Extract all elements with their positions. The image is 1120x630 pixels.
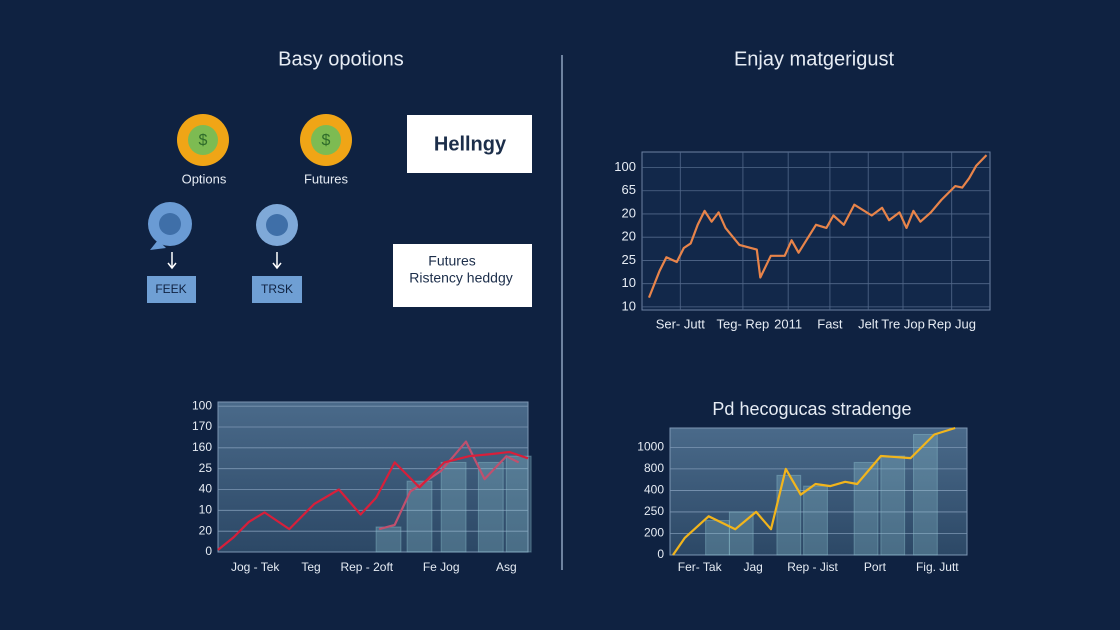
gear-icon	[148, 202, 192, 250]
card	[407, 115, 532, 173]
y-tick-label: 10	[199, 503, 213, 517]
tag-label: FEEK	[155, 282, 186, 296]
card-text: Futures	[428, 253, 475, 269]
card	[393, 244, 532, 307]
icon-label: Futures	[304, 171, 349, 186]
x-tick-label: Ser- Jutt	[656, 316, 706, 331]
chart-title: Pd hecogucas stradenge	[712, 399, 911, 419]
x-tick-label: Rep - Jist	[787, 560, 838, 574]
data-line	[647, 154, 988, 299]
bar	[728, 511, 754, 556]
y-tick-label: 200	[644, 526, 664, 540]
y-tick-label: 100	[192, 398, 212, 412]
y-tick-label: 25	[622, 252, 636, 267]
y-tick-label: 250	[644, 504, 664, 518]
x-tick-label: Fe Jog	[423, 560, 460, 574]
y-tick-label: 10	[622, 298, 636, 313]
y-tick-label: 100	[614, 159, 636, 174]
x-tick-label: Port	[864, 560, 887, 574]
panel-title: Basy opotions	[278, 48, 404, 70]
arrow	[167, 252, 282, 270]
icon-label: Options	[182, 171, 227, 186]
x-tick-label: Rep Jug	[928, 316, 976, 331]
y-tick-label: 0	[657, 547, 664, 561]
bar	[406, 480, 433, 553]
data-line	[672, 426, 956, 556]
x-tick-label: Jog - Tek	[231, 560, 280, 574]
y-tick-label: 10	[622, 275, 636, 290]
bar	[913, 433, 938, 556]
x-tick-label: Fast	[817, 316, 843, 331]
y-tick-label: 20	[199, 523, 213, 537]
svg-text:$: $	[322, 132, 331, 149]
y-tick-label: 25	[199, 461, 213, 475]
x-tick-label: 2011	[774, 316, 802, 331]
y-tick-label: 800	[644, 461, 664, 475]
y-tick-label: 40	[199, 482, 213, 496]
y-tick-label: 1000	[637, 440, 664, 454]
y-tick-label: 20	[622, 205, 636, 220]
x-tick-label: Teg- Rep	[717, 316, 770, 331]
bar	[375, 526, 402, 553]
tag-box	[252, 276, 302, 303]
coin-icon: $	[300, 114, 352, 166]
svg-text:$: $	[199, 132, 208, 149]
x-tick-label: Rep - 2oft	[340, 560, 393, 574]
x-tick-label: Tre Jop	[881, 316, 925, 331]
card-text: Hellngy	[434, 133, 507, 155]
tag-label: TRSK	[261, 282, 293, 296]
x-tick-label: Jelt	[858, 316, 879, 331]
y-tick-label: 65	[622, 182, 636, 197]
y-tick-label: 400	[644, 483, 664, 497]
data-line	[217, 450, 529, 551]
y-tick-label: 20	[622, 229, 636, 244]
y-tick-label: 0	[205, 544, 212, 558]
chart-title: Enjay matgerigust	[734, 48, 895, 70]
x-tick-label: Jag	[743, 560, 762, 574]
y-tick-label: 170	[192, 419, 212, 433]
bar	[440, 461, 467, 553]
bar	[505, 455, 532, 553]
bar	[803, 485, 828, 556]
y-tick-label: 160	[192, 440, 212, 454]
coin-icon: $	[177, 114, 229, 166]
card-text: Ristency heddgy	[409, 270, 513, 286]
x-tick-label: Asg	[496, 560, 517, 574]
x-tick-label: Teg	[301, 560, 320, 574]
x-tick-label: Fer- Tak	[678, 560, 723, 574]
circle-icon	[256, 204, 298, 246]
tag-box	[147, 276, 196, 303]
data-line	[378, 440, 520, 531]
x-tick-label: Fig. Jutt	[916, 560, 959, 574]
bar	[880, 455, 906, 556]
bar	[853, 461, 879, 556]
